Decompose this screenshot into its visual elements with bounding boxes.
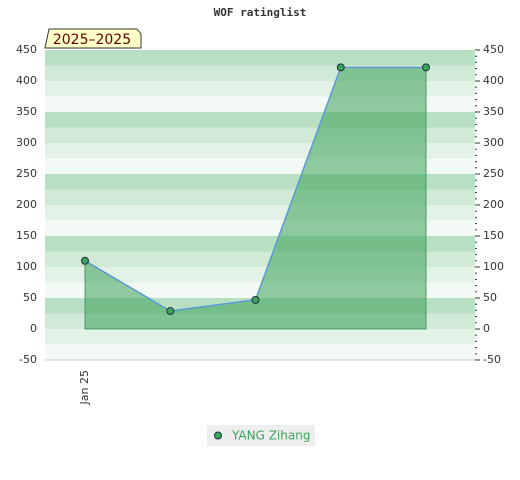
y2-tick-label: 300 xyxy=(483,136,504,149)
y-tick-label: -50 xyxy=(19,353,37,366)
x-tick-label: Jan 25 xyxy=(78,370,91,405)
stripe xyxy=(45,329,475,345)
y-tick-label: 300 xyxy=(16,136,37,149)
y-tick-label: 450 xyxy=(16,43,37,56)
stripe xyxy=(45,344,475,361)
y-tick-label: 350 xyxy=(16,105,37,118)
marker xyxy=(166,307,175,316)
marker xyxy=(81,256,89,265)
annotation-box xyxy=(44,28,142,49)
y2-tick-label: 100 xyxy=(483,260,504,273)
y2-tick-label: 150 xyxy=(483,229,504,242)
y-tick-label: 0 xyxy=(30,322,37,335)
y-tick-label: 400 xyxy=(16,74,37,87)
y-tick-label: 200 xyxy=(16,198,37,211)
y-tick-label: 50 xyxy=(23,291,37,304)
annotation: 2025–2025 xyxy=(53,32,131,48)
y2-tick-label: 400 xyxy=(483,74,504,87)
stripe xyxy=(45,50,475,66)
marker xyxy=(336,63,345,72)
y2-tick-label: 450 xyxy=(483,43,504,56)
legend-marker xyxy=(214,431,222,440)
y2-tick-label: 0 xyxy=(483,322,490,335)
y2-tick-label: 50 xyxy=(483,291,497,304)
y-tick-label: 150 xyxy=(16,229,37,242)
chart-title: WOF ratinglist xyxy=(214,6,307,19)
y2-tick-label: 350 xyxy=(483,105,504,118)
y2-tick-label: -50 xyxy=(483,353,501,366)
y2-tick-label: 250 xyxy=(483,167,504,180)
legend-label: YANG Zihang xyxy=(231,429,310,443)
legend xyxy=(207,425,315,446)
marker xyxy=(422,63,430,72)
y2-tick-label: 200 xyxy=(483,198,504,211)
y-tick-label: 250 xyxy=(16,167,37,180)
marker xyxy=(251,295,260,304)
y-tick-label: 100 xyxy=(16,260,37,273)
